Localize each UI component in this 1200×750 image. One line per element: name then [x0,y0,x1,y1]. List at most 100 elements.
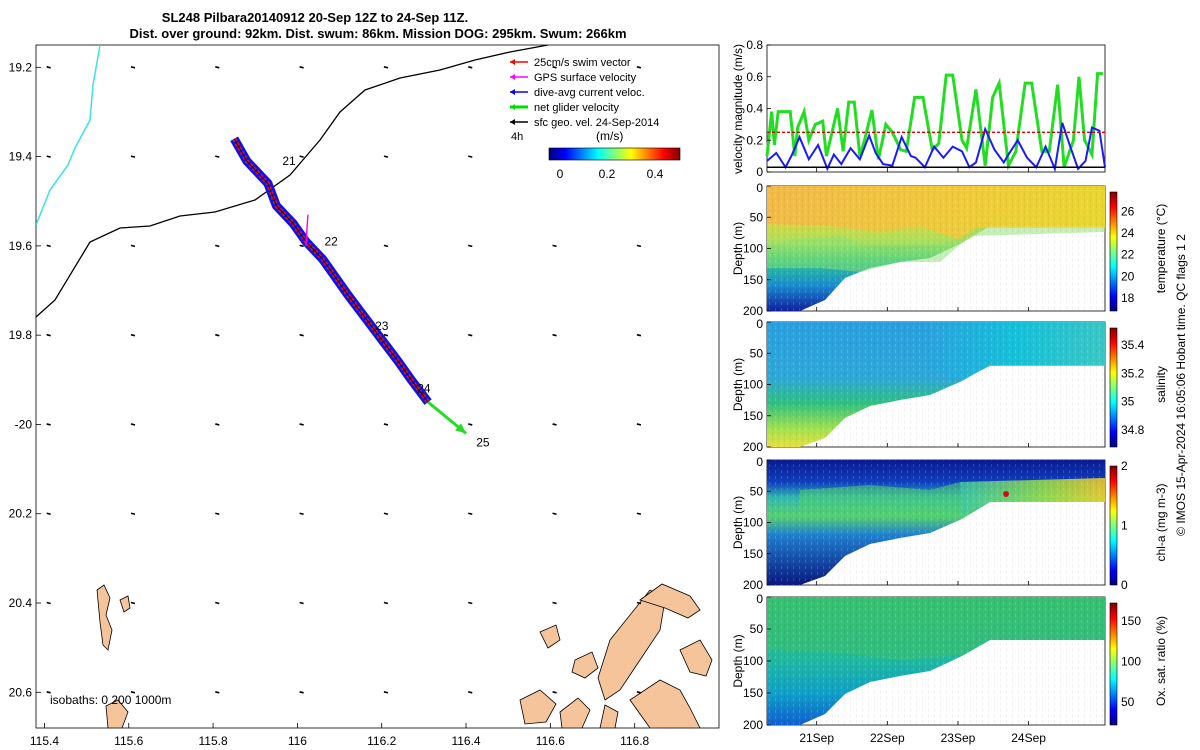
map-x-axis: 115.4 115.6 115.8 116 116.2 116.4 116.6 116.8 [30,723,650,748]
depth-tick-label: 50 [750,622,764,636]
geo-vector [46,691,51,694]
colorbar-tick-label: 150 [1121,614,1141,628]
map-y-axis: 19.2 19.4 19.6 19.8 -20 20.2 20.4 20.6 [9,60,41,699]
geo-vector [215,601,220,605]
colorbar-tick-label: 24 [1121,226,1135,240]
velocity-ylabel: velocity magnitude (m/s) [731,44,745,174]
colorbar-tick-label: 50 [1121,695,1135,709]
geo-vector [552,601,557,605]
section-colorbar [1109,465,1118,586]
depth-tick-label: 0 [756,455,763,469]
isobaths-label: isobaths: 0 200 1000m [50,693,171,707]
legend-scale-label: 4h [511,131,523,143]
geo-vector [468,66,473,69]
colorbar-tick-label: 26 [1121,204,1135,218]
salinity-section [766,321,1106,448]
geo-vector [636,423,642,426]
legend-swatch-head [510,119,515,125]
legend-label: 25cm/s swim vector [534,57,631,69]
colorbar-title: (m/s) [596,129,623,143]
depth-axis-label: Depth (m) [731,496,745,549]
map-y-tick-label: -20 [15,417,33,431]
depth-tick-label: 200 [743,440,763,454]
geo-vector [383,66,389,69]
section-colorbar [1109,602,1118,726]
depth-tick-label: 200 [743,578,763,592]
colorbar-tick-label: 20 [1121,269,1135,283]
day-label: 25 [476,435,490,449]
depth-tick-label: 50 [750,210,764,224]
geo-vector [468,423,473,426]
depth-tick-label: 100 [743,242,763,256]
velocity-series-line [766,122,1106,173]
geo-vector [130,601,136,605]
geo-vector [468,691,473,694]
geo-vector [130,155,136,158]
map-y-tick-label: 20.2 [9,507,33,521]
map-x-tick-label: 116.6 [536,734,565,748]
geo-vector [46,66,51,69]
day-label: 23 [375,319,389,333]
depth-tick-label: 0 [756,592,763,606]
depth-tick-label: 150 [743,273,763,287]
colorbar-tick-label: 100 [1121,655,1141,669]
geo-vector [383,333,389,337]
map-x-tick-label: 116.4 [451,734,480,748]
speed-colorbar-tick: 0.2 [599,167,616,181]
depth-axis-label: Depth (m) [731,222,745,275]
colorbar-label: Ox. sat. ratio (%) [1154,616,1168,706]
geo-vector [215,66,220,69]
geo-vector [468,333,473,337]
geo-vector [552,244,557,248]
depth-tick-label: 0 [756,181,763,195]
legend-label: net glider velocity [534,102,619,114]
geo-vector [299,244,304,248]
track-line [233,138,429,403]
geo-vector [383,244,389,248]
geo-vector [130,244,136,248]
legend-label: dive-avg current veloc. [534,87,645,99]
geo-vector [636,691,642,694]
geo-vector [552,423,557,426]
depth-tick-label: 100 [743,654,763,668]
geo-vector [383,423,389,426]
map-x-tick-label: 115.8 [199,734,228,748]
speed-colorbar-ticks: 0 0.2 0.4 [557,167,664,181]
geo-vector [130,333,136,337]
day-label: 22 [324,234,338,248]
geo-vector [552,333,557,337]
geo-vector [383,512,389,516]
depth-tick-label: 200 [743,718,763,732]
geo-vector [46,155,51,158]
map-y-tick-label: 20.4 [9,596,33,610]
geo-vector [46,333,51,337]
geo-vector [46,244,51,248]
map-legend: 25cm/s swim vector GPS surface velocity di… [510,57,659,129]
time-tick-label: 22Sep [870,731,905,745]
geo-vector [468,512,473,516]
geo-vector [299,601,304,605]
geo-vector [299,423,304,426]
geo-vector [636,601,642,605]
map-y-tick-label: 20.6 [9,685,33,699]
net-arrow-head [455,423,467,434]
geo-vector [636,512,642,516]
geo-vector [383,691,389,694]
speed-colorbar-tick: 0.4 [647,167,664,181]
map-x-tick-label: 116.8 [620,734,649,748]
day-label: 21 [282,154,296,168]
geo-vector [636,244,642,248]
map-y-tick-label: 19.4 [9,150,33,164]
geo-vector [299,333,304,337]
depth-tick-label: 150 [743,686,763,700]
geo-vector [215,423,220,426]
map-y-tick-label: 19.6 [9,239,33,253]
time-tick-label: 23Sep [941,731,976,745]
isobath-line [36,45,549,318]
depth-tick-label: 100 [743,516,763,530]
geo-vector [299,691,304,694]
legend-label: GPS surface velocity [534,72,637,84]
geo-vector [552,691,557,694]
footer-credit: © IMOS 15-Apr-2024 16:05:06 Hobart time.… [1174,234,1188,536]
